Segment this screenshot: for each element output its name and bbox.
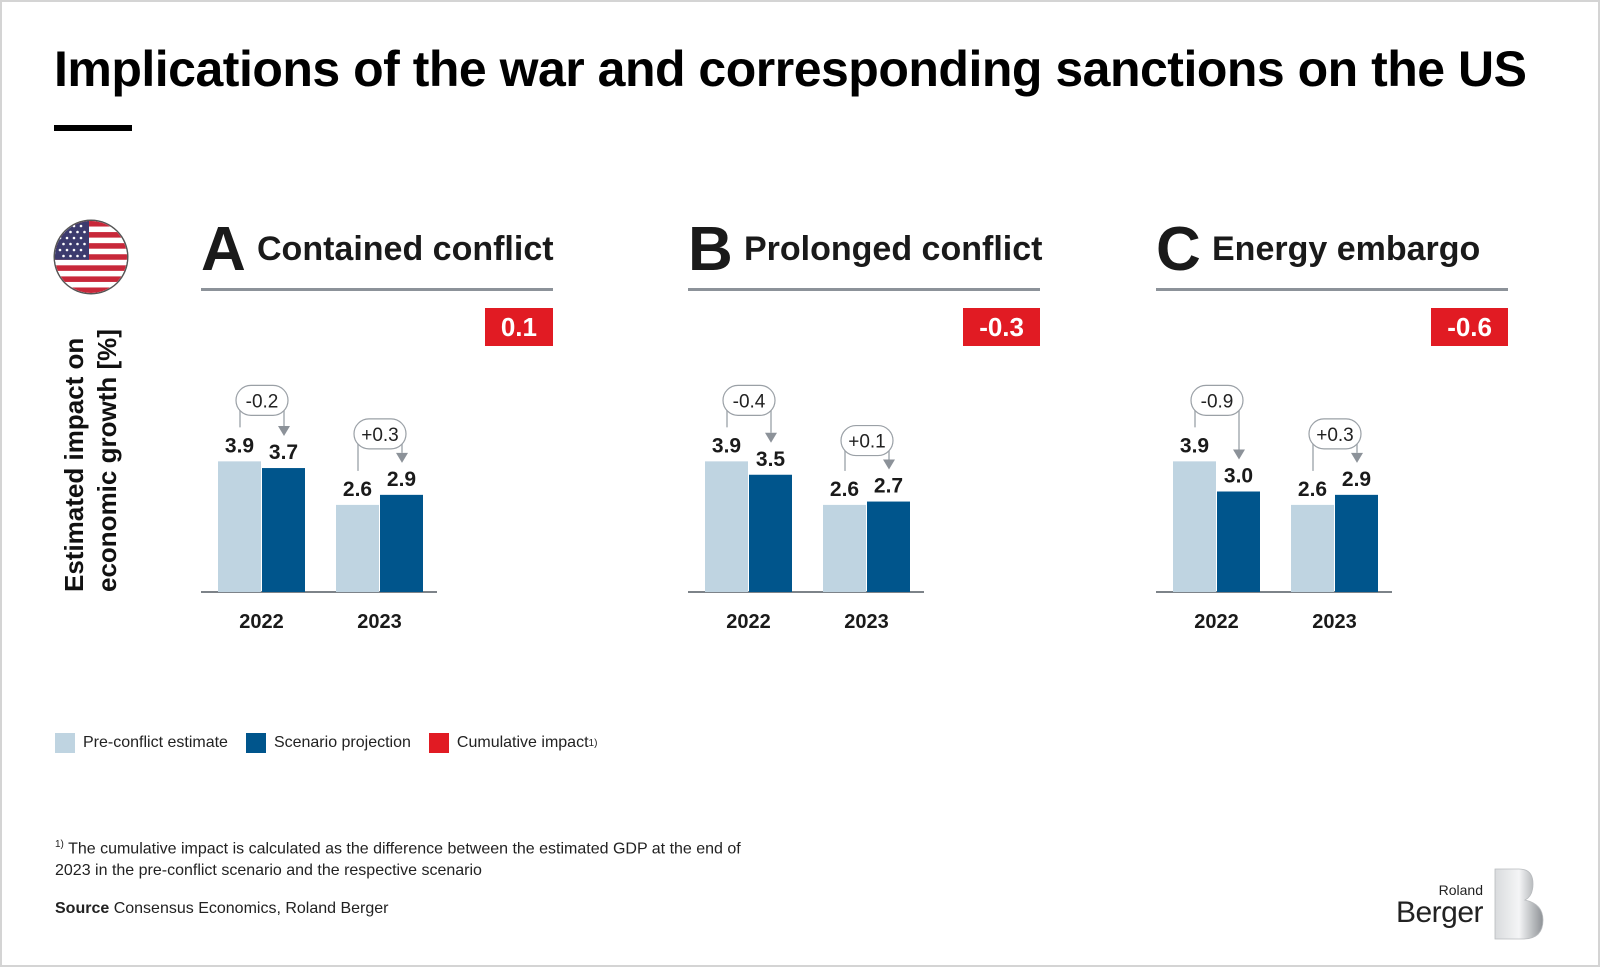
- bar-scenario: [749, 474, 792, 592]
- panel-title: Prolonged conflict: [744, 230, 1043, 268]
- bar-scenario: [1217, 491, 1260, 592]
- y-axis-label-line2: economic growth [%]: [92, 329, 122, 592]
- x-tick-label: 2022: [239, 611, 284, 633]
- value-label-scenario: 2.7: [874, 475, 903, 498]
- difference-label: -0.2: [246, 391, 279, 412]
- bar-chart: 3.9 3.7 2022 -0.2 2.6 2.9 2023 +0.3: [201, 384, 437, 633]
- bar-scenario: [1335, 494, 1378, 592]
- value-label-pre-conflict: 3.9: [1180, 434, 1209, 457]
- y-axis-label: Estimated impact on economic growth [%]: [58, 329, 124, 592]
- logo-text-berger: Berger: [1395, 896, 1484, 929]
- legend: Pre-conflict estimate Scenario projectio…: [55, 733, 615, 753]
- panel-title: Energy embargo: [1212, 230, 1481, 268]
- legend-item-cumulative: Cumulative impact 1): [428, 733, 598, 753]
- difference-pill: [1308, 418, 1362, 450]
- value-label-pre-conflict: 2.6: [343, 478, 372, 501]
- difference-pill: [235, 384, 289, 416]
- legend-swatch: [245, 733, 266, 753]
- bar-pre-conflict: [1291, 504, 1334, 592]
- difference-label: -0.4: [733, 391, 766, 412]
- difference-label: -0.9: [1201, 391, 1234, 412]
- source-label: Source: [55, 900, 110, 917]
- difference-pill: [1190, 384, 1244, 416]
- legend-swatch: [55, 733, 75, 753]
- bar-pre-conflict: [705, 461, 748, 592]
- value-label-pre-conflict: 3.9: [712, 434, 741, 457]
- difference-arrow-icon: [883, 459, 895, 470]
- panel-letter: A: [201, 215, 246, 284]
- legend-item-scenario: Scenario projection: [245, 733, 411, 753]
- page-title: Implications of the war and correspondin…: [54, 41, 1527, 97]
- legend-label: Scenario projection: [273, 734, 411, 751]
- legend-label: Cumulative impact: [456, 734, 589, 751]
- value-label-scenario: 2.9: [387, 468, 416, 491]
- panel-title: Contained conflict: [257, 230, 554, 268]
- bar-chart: 3.9 3.5 2022 -0.4 2.6 2.7 2023 +0.1: [688, 384, 924, 633]
- difference-pill: [840, 424, 894, 457]
- difference-label: +0.1: [848, 432, 886, 453]
- logo-b-icon: [1494, 868, 1544, 940]
- difference-label: +0.3: [1316, 425, 1354, 446]
- difference-arrow-icon: [396, 452, 408, 463]
- scenario-panel-a: A Contained conflict 0.1 3.9 3.7 2022 -0.2 2…: [201, 218, 561, 638]
- bar-pre-conflict: [218, 461, 261, 592]
- bar-pre-conflict: [1173, 461, 1216, 592]
- title-underline: [54, 125, 132, 131]
- us-flag-icon: [55, 221, 127, 293]
- us-flag-graphic: [55, 221, 127, 293]
- panel-letter: B: [688, 215, 733, 284]
- legend-superscript: 1): [588, 737, 598, 749]
- bar-pre-conflict: [823, 504, 866, 592]
- value-label-scenario: 3.0: [1224, 465, 1253, 488]
- difference-pill: [722, 384, 776, 416]
- difference-label: +0.3: [361, 425, 399, 446]
- bar-scenario: [262, 468, 305, 592]
- difference-arrow-icon: [1233, 449, 1245, 460]
- legend-label: Pre-conflict estimate: [83, 734, 228, 751]
- difference-arrow-icon: [1351, 452, 1363, 463]
- bar-pre-conflict: [336, 504, 379, 592]
- cumulative-impact-badge: 0.1: [484, 308, 553, 346]
- legend-swatch: [428, 733, 449, 753]
- bar-scenario: [867, 501, 910, 592]
- x-tick-label: 2023: [1312, 611, 1357, 633]
- x-tick-label: 2022: [1194, 611, 1239, 633]
- value-label-scenario: 2.9: [1342, 468, 1371, 491]
- logo-text-roland: Roland: [1438, 882, 1483, 898]
- x-tick-label: 2023: [844, 611, 889, 633]
- source-line: Source Consensus Economics, Roland Berge…: [55, 900, 389, 918]
- cumulative-impact-badge: -0.6: [1431, 308, 1508, 346]
- scenario-panel-c: C Energy embargo -0.6 3.9 3.0 2022 -0.9 2.6 2…: [1156, 218, 1516, 638]
- bar-chart: 3.9 3.0 2022 -0.9 2.6 2.9 2023 +0.3: [1156, 384, 1392, 633]
- cumulative-impact-badge: -0.3: [963, 308, 1040, 346]
- scenario-panel-b: B Prolonged conflict -0.3 3.9 3.5 2022 -0.4…: [688, 218, 1048, 638]
- difference-pill: [353, 418, 407, 450]
- panel-header: A Contained conflict: [201, 215, 554, 291]
- footnote: 1) The cumulative impact is calculated a…: [55, 834, 755, 882]
- panel-header: B Prolonged conflict: [688, 215, 1043, 291]
- value-label-pre-conflict: 3.9: [225, 434, 254, 457]
- value-label-pre-conflict: 2.6: [830, 478, 859, 501]
- panel-letter: C: [1156, 215, 1201, 284]
- value-label-pre-conflict: 2.6: [1298, 478, 1327, 501]
- roland-berger-logo: Roland Berger: [1395, 868, 1545, 942]
- footnote-text: The cumulative impact is calculated as t…: [55, 840, 741, 880]
- difference-arrow-icon: [765, 432, 777, 443]
- legend-item-pre-conflict: Pre-conflict estimate: [55, 733, 228, 753]
- difference-arrow-icon: [278, 426, 290, 437]
- footnote-marker: 1): [55, 839, 64, 850]
- x-tick-label: 2023: [357, 611, 402, 633]
- value-label-scenario: 3.7: [269, 441, 298, 464]
- x-tick-label: 2022: [726, 611, 771, 633]
- value-label-scenario: 3.5: [756, 448, 786, 471]
- bar-scenario: [380, 494, 423, 592]
- source-text: Consensus Economics, Roland Berger: [113, 900, 389, 917]
- y-axis-label-line1: Estimated impact on: [59, 337, 89, 592]
- panel-header: C Energy embargo: [1156, 218, 1508, 291]
